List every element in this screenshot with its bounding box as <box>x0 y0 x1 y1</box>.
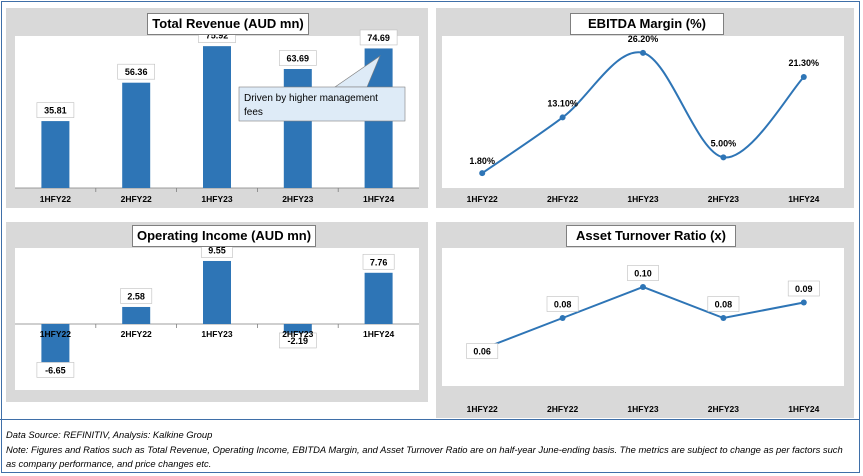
x-tick-label: 1HFY24 <box>788 194 819 204</box>
data-label: 74.69 <box>367 33 390 43</box>
data-label: 1.80% <box>469 156 495 166</box>
asset-turnover-panel: 0.06 1HFY22 0.08 2HFY22 0.10 1HFY23 0.08 2HFY23… <box>436 222 854 418</box>
total-revenue-panel: 35.81 1HFY22 56.36 2HFY22 75.92 1HFY23 63.69 2H… <box>6 8 428 208</box>
data-label: 26.20% <box>628 34 659 44</box>
data-label: 2.58 <box>127 291 145 301</box>
data-label: -2.19 <box>288 336 309 346</box>
data-label-box <box>466 343 499 359</box>
x-tick-label: 1HFY23 <box>201 329 232 339</box>
data-point <box>479 170 486 177</box>
total-revenue-chart: 35.81 1HFY22 56.36 2HFY22 75.92 1HFY23 63.69 2H… <box>15 27 419 204</box>
data-label: 5.00% <box>711 138 737 148</box>
data-label-box <box>707 296 740 312</box>
bar <box>203 46 231 188</box>
data-label: 0.08 <box>715 300 733 310</box>
data-label: 63.69 <box>287 54 310 64</box>
x-tick-label: 2HFY22 <box>121 194 152 204</box>
data-point <box>559 315 566 321</box>
data-point <box>800 74 807 81</box>
x-tick-label: 1HFY22 <box>467 194 498 204</box>
data-label: 0.06 <box>473 347 491 357</box>
series-line <box>481 51 805 174</box>
data-label: 7.76 <box>370 257 388 267</box>
data-point <box>720 154 727 161</box>
chart-title: EBITDA Margin (%) <box>570 13 724 35</box>
x-tick-label: 1HFY22 <box>40 329 71 339</box>
x-tick-label: 2HFY22 <box>121 329 152 339</box>
x-tick-label: 1HFY23 <box>627 404 658 414</box>
x-tick-label: 1HFY24 <box>363 329 394 339</box>
data-label-box <box>120 288 153 304</box>
footer-note-line-2: as company performance, and price change… <box>6 458 212 469</box>
data-label: 0.10 <box>634 269 652 279</box>
x-tick-label: 2HFY22 <box>547 404 578 414</box>
asset-turnover-chart: 0.06 1HFY22 0.08 2HFY22 0.10 1HFY23 0.08 2HFY23… <box>442 248 844 414</box>
chart-title: Asset Turnover Ratio (x) <box>566 225 736 247</box>
data-label: 9.55 <box>208 245 226 255</box>
x-tick-label: 1HFY24 <box>788 404 819 414</box>
data-label-box <box>278 332 317 349</box>
bar <box>41 324 70 368</box>
callout-text-line-2: fees <box>244 107 263 118</box>
x-tick-label: 2HFY22 <box>547 194 578 204</box>
data-point <box>559 114 566 121</box>
bar <box>41 121 70 188</box>
operating-income-chart: -6.65 1HFY22 2.58 2HFY22 9.55 1HFY23 -2.192HFY… <box>15 242 419 390</box>
data-point <box>720 315 727 321</box>
ebitda-margin-panel: 1.80% 1HFY22 13.10% 2HFY22 26.20% 1HFY23 5.00%… <box>436 8 854 208</box>
data-source: Data Source: REFINITIV, Analysis: Kalkin… <box>6 429 213 440</box>
data-label-box <box>117 63 155 80</box>
x-tick-label: 2HFY23 <box>282 329 313 339</box>
data-label-box <box>36 102 75 118</box>
data-label-box <box>36 362 75 378</box>
data-point <box>640 284 646 290</box>
operating-income-panel: -6.65 1HFY22 2.58 2HFY22 9.55 1HFY23 -2.19 2HFY… <box>6 222 428 402</box>
data-label-box <box>362 253 395 270</box>
ebitda-margin-chart: 1.80% 1HFY22 13.10% 2HFY22 26.20% 1HFY23 5.00%… <box>442 34 844 204</box>
data-label: 0.08 <box>554 300 572 310</box>
x-tick-label: 1HFY24 <box>363 194 394 204</box>
footer-divider <box>0 419 859 420</box>
callout-text-line-1: Driven by higher management <box>244 93 378 104</box>
data-label: 56.36 <box>125 67 148 77</box>
x-tick-label: 1HFY23 <box>201 194 232 204</box>
data-label: 13.10% <box>547 98 578 108</box>
bar <box>122 82 151 188</box>
data-label: -6.65 <box>45 365 66 375</box>
data-label-box <box>278 50 317 66</box>
data-point <box>800 299 807 306</box>
bar <box>203 260 231 324</box>
x-tick-label: 1HFY22 <box>467 404 498 414</box>
data-point <box>640 49 646 56</box>
data-label: 75.92 <box>206 31 229 41</box>
plot-area <box>442 36 844 188</box>
data-label-box <box>627 265 659 281</box>
data-label-box <box>787 280 820 297</box>
callout-box <box>238 86 406 122</box>
chart-title: Operating Income (AUD mn) <box>132 225 316 247</box>
chart-title: Total Revenue (AUD mn) <box>147 13 309 35</box>
x-tick-label: 2HFY23 <box>282 194 313 204</box>
x-tick-label: 1HFY22 <box>40 194 71 204</box>
data-label-box <box>359 29 398 46</box>
x-tick-label: 2HFY23 <box>708 404 739 414</box>
data-label-box <box>546 296 579 312</box>
bar <box>364 272 393 324</box>
data-label: 35.81 <box>44 106 67 116</box>
x-tick-label: 1HFY23 <box>627 194 658 204</box>
data-label: 0.09 <box>795 284 813 294</box>
bar <box>122 306 151 324</box>
x-tick-label: 2HFY23 <box>708 194 739 204</box>
data-label: 21.30% <box>789 58 820 68</box>
footer-note-line-1: Note: Figures and Ratios such as Total R… <box>6 444 843 455</box>
